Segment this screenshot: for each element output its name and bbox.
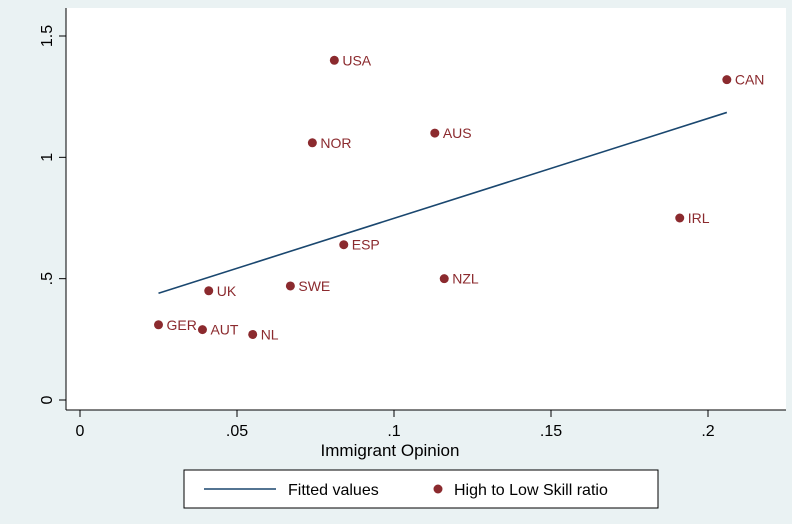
x-tick-label: .2: [701, 423, 714, 440]
legend-marker-swatch: [433, 484, 443, 494]
point-label-irl: IRL: [688, 210, 710, 226]
y-tick-label: 1.5: [39, 25, 56, 47]
point-label-nor: NOR: [320, 135, 351, 151]
data-point-swe: [285, 281, 295, 291]
x-tick-label: .15: [540, 423, 562, 440]
axes: 0 .05 .1 .15 .2 0 .5 1 1.5: [39, 8, 786, 440]
y-tick-label: 0: [39, 395, 56, 404]
x-axis-title: Immigrant Opinion: [321, 441, 460, 460]
data-point-can: [722, 75, 732, 85]
data-point-uk: [204, 286, 214, 296]
data-point-nor: [307, 138, 317, 148]
x-tick-label: .1: [387, 423, 400, 440]
data-point-irl: [675, 213, 685, 223]
point-label-nl: NL: [261, 326, 279, 342]
data-point-nzl: [439, 274, 449, 284]
data-point-nl: [248, 329, 258, 339]
data-point-aut: [197, 325, 207, 335]
point-label-usa: USA: [342, 52, 371, 68]
point-label-aus: AUS: [443, 125, 472, 141]
legend-label-fitted: Fitted values: [288, 482, 379, 499]
data-point-usa: [329, 55, 339, 65]
point-label-ger: GER: [167, 317, 197, 333]
fitted-values-line: [158, 111, 728, 294]
plot-area: [66, 8, 786, 410]
data-point-esp: [339, 240, 349, 250]
point-label-swe: SWE: [298, 278, 330, 294]
point-label-aut: AUT: [210, 322, 238, 338]
y-tick-label: 1: [39, 153, 56, 162]
x-tick-label: 0: [76, 423, 85, 440]
fitted-line-layer: [158, 111, 728, 294]
point-label-uk: UK: [217, 283, 237, 299]
legend-label-ratio: High to Low Skill ratio: [454, 482, 608, 499]
data-point-aus: [430, 128, 440, 138]
y-tick-label: .5: [39, 272, 56, 285]
point-label-nzl: NZL: [452, 271, 479, 287]
point-label-esp: ESP: [352, 237, 380, 253]
points-layer: USA CAN AUS NOR IRL ESP NZL SWE UK GER AUT NL: [154, 52, 764, 342]
point-label-can: CAN: [735, 72, 765, 88]
data-point-ger: [154, 320, 163, 330]
x-tick-label: .05: [226, 423, 248, 440]
legend: Fitted values High to Low Skill ratio: [183, 469, 659, 509]
